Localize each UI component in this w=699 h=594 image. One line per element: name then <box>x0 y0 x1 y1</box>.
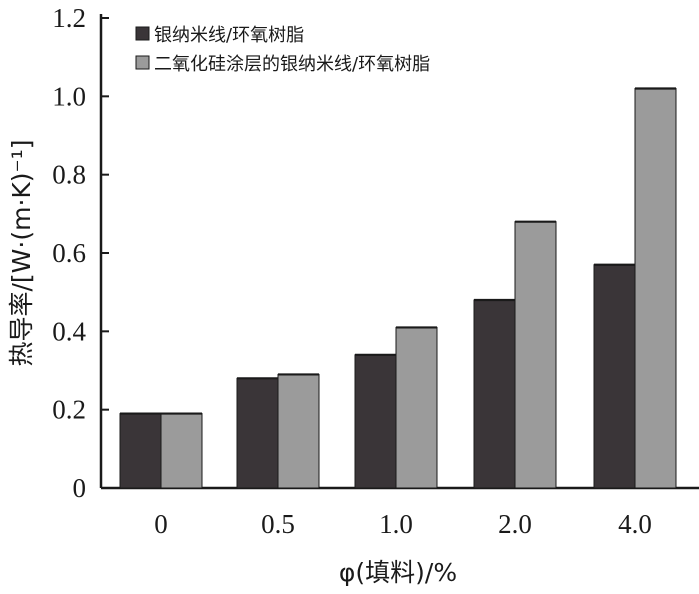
y-tick-label: 0 <box>73 473 87 503</box>
bar-series-2 <box>160 413 203 489</box>
x-axis-title: φ(填料)/% <box>339 558 457 587</box>
bar-series-2 <box>277 373 320 489</box>
legend-label: 银纳米线/环氧树脂 <box>154 25 304 46</box>
y-tick-label: 0.4 <box>52 316 86 346</box>
legend-swatch <box>135 26 150 41</box>
bar-series-2 <box>395 326 438 489</box>
bar-series-2 <box>514 221 557 489</box>
bar-series-1 <box>354 354 397 489</box>
legend-swatch <box>135 55 150 70</box>
x-tick-label: 2.0 <box>498 509 532 539</box>
bar-series-1 <box>119 413 162 489</box>
bar-series-1 <box>236 377 279 489</box>
bar-series-1 <box>473 299 516 489</box>
y-tick-label: 0.2 <box>52 395 86 425</box>
x-tick-label: 1.0 <box>379 509 413 539</box>
legend-label: 二氧化硅涂层的银纳米线/环氧树脂 <box>154 54 430 75</box>
x-tick-label: 0 <box>154 509 168 539</box>
y-tick-label: 1.0 <box>52 81 86 111</box>
bar-series-2 <box>634 88 677 489</box>
axes: 0 0.2 0.4 0.6 0.8 1.0 1.2 0 0.5 1.0 2.0 4.0 <box>52 3 699 539</box>
bars <box>119 87 677 489</box>
y-axis-title: 热导率/[W·(m·K)⁻¹] <box>7 139 36 366</box>
y-tick-label: 0.8 <box>52 160 86 190</box>
x-tick-label: 4.0 <box>618 509 652 539</box>
bar-series-1 <box>593 264 636 489</box>
y-tick-label: 0.6 <box>52 238 86 268</box>
y-tick-label: 1.2 <box>52 3 86 33</box>
x-tick-label: 0.5 <box>261 509 295 539</box>
